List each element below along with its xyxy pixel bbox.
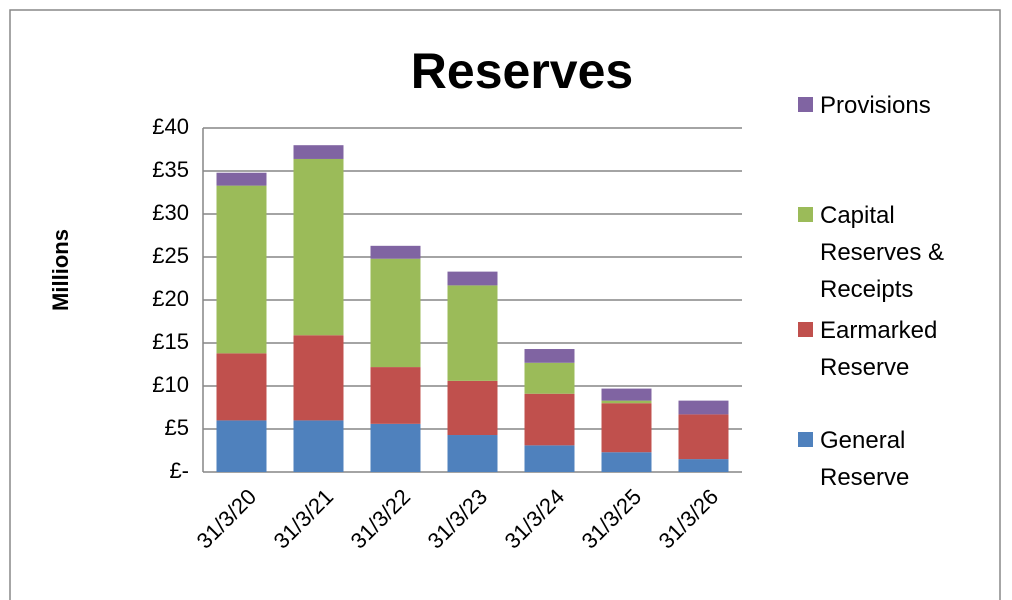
legend-swatch <box>798 207 813 222</box>
bar-segment <box>293 145 344 159</box>
y-tick-label: £- <box>169 458 189 483</box>
y-tick-label: £20 <box>152 286 189 311</box>
y-tick-label: £5 <box>165 415 189 440</box>
x-tick-label: 31/3/25 <box>577 484 647 554</box>
bar-segment <box>524 362 575 394</box>
bar-segment <box>601 400 652 404</box>
x-tick-label: 31/3/22 <box>346 484 416 554</box>
bar-segment <box>216 185 267 354</box>
legend-swatch <box>798 432 813 447</box>
bar-segment <box>524 445 575 472</box>
legend-label: Capital Reserves & Receipts <box>820 202 945 303</box>
legend-label: General Reserve <box>820 427 910 491</box>
bar-segment <box>293 158 344 336</box>
x-tick-label: 31/3/20 <box>192 484 262 554</box>
bar-segment <box>678 459 729 472</box>
x-tick-label: 31/3/24 <box>500 484 570 554</box>
bar-segment <box>370 367 421 424</box>
bar-segment <box>678 400 729 415</box>
y-tick-label: £35 <box>152 157 189 182</box>
x-tick-label: 31/3/21 <box>269 484 339 554</box>
legend-label: Provisions <box>820 92 931 119</box>
bar-segment <box>447 380 498 436</box>
bar-segment <box>447 285 498 381</box>
bar-segment <box>601 403 652 453</box>
bar-segment <box>293 335 344 421</box>
bar-segment <box>293 420 344 472</box>
legend-swatch <box>798 322 813 337</box>
y-tick-label: £15 <box>152 329 189 354</box>
bar-segment <box>447 435 498 472</box>
bar-segment <box>524 393 575 446</box>
chart-title: Reserves <box>411 43 633 99</box>
bar-segment <box>447 271 498 286</box>
legend-swatch <box>798 97 813 112</box>
bar-segment <box>678 414 729 460</box>
y-tick-label: £25 <box>152 243 189 268</box>
y-axis-label: Millions <box>48 229 73 311</box>
bar-segment <box>370 423 421 472</box>
y-tick-label: £30 <box>152 200 189 225</box>
legend-label: Earmarked Reserve <box>820 317 938 381</box>
x-tick-label: 31/3/26 <box>654 484 724 554</box>
bar-segment <box>601 388 652 401</box>
y-tick-label: £10 <box>152 372 189 397</box>
bar-segment <box>216 420 267 472</box>
bar-segment <box>601 452 652 472</box>
y-tick-label: £40 <box>152 114 189 139</box>
bar-segment <box>370 245 421 259</box>
x-tick-label: 31/3/23 <box>423 484 493 554</box>
bar-segment <box>216 172 267 186</box>
chart-border <box>9 9 1001 600</box>
bar-segment <box>524 349 575 363</box>
bar-segment <box>216 353 267 421</box>
bar-segment <box>370 258 421 368</box>
